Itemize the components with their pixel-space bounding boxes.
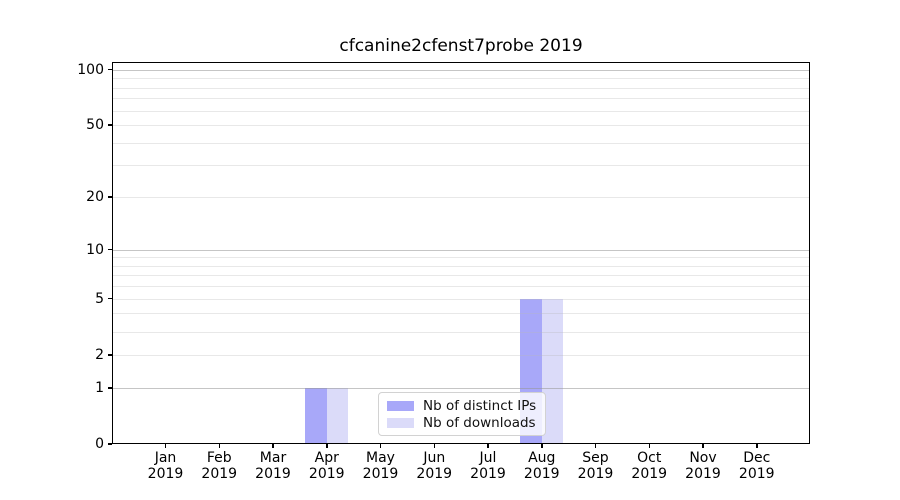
gridline-minor-3 xyxy=(112,331,810,333)
gridline-minor-70 xyxy=(112,98,810,100)
x-tick-mark-nov xyxy=(702,444,704,448)
y-axis-tick-label-50: 50 xyxy=(86,117,104,134)
x-axis-tick-label-sep: Sep 2019 xyxy=(577,450,614,482)
y-tick-mark-1 xyxy=(108,387,112,389)
y-tick-mark-50 xyxy=(108,124,112,126)
gridline-minor-50 xyxy=(112,125,810,127)
x-axis-tick-label-dec: Dec 2019 xyxy=(738,450,775,482)
grid-layer xyxy=(112,62,810,444)
gridline-minor-20 xyxy=(112,197,810,199)
gridline-minor-8 xyxy=(112,265,810,267)
y-tick-mark-0 xyxy=(108,443,112,445)
gridline-minor-2 xyxy=(112,354,810,356)
x-axis-tick-label-aug: Aug 2019 xyxy=(523,450,560,482)
gridline-minor-6 xyxy=(112,286,810,288)
legend-label-distinct-ips: Nb of distinct IPs xyxy=(423,397,537,414)
y-tick-mark-100 xyxy=(108,68,112,71)
y-axis-tick-label-100: 100 xyxy=(77,61,104,78)
x-axis-tick-label-jan: Jan 2019 xyxy=(147,450,184,482)
x-axis-tick-label-oct: Oct 2019 xyxy=(631,450,668,482)
x-tick-mark-apr xyxy=(326,444,328,448)
x-axis-tick-label-nov: Nov 2019 xyxy=(685,450,721,482)
gridline-minor-5 xyxy=(112,298,810,300)
x-tick-mark-dec xyxy=(756,444,758,448)
x-tick-mark-sep xyxy=(594,444,597,448)
x-tick-mark-aug xyxy=(541,444,543,448)
x-axis-tick-label-jun: Jun 2019 xyxy=(416,450,453,482)
y-axis-tick-label-2: 2 xyxy=(95,346,104,363)
gridline-minor-4 xyxy=(112,313,810,315)
legend: Nb of distinct IPs Nb of downloads xyxy=(378,392,546,436)
gridline-major-10 xyxy=(112,249,810,251)
y-axis-tick-label-0: 0 xyxy=(95,436,104,452)
x-tick-mark-jan xyxy=(164,444,167,448)
x-tick-mark-feb xyxy=(218,444,220,448)
gridline-minor-9 xyxy=(112,257,810,259)
gridline-minor-40 xyxy=(112,142,810,144)
gridline-minor-80 xyxy=(112,87,810,89)
x-axis-tick-label-feb: Feb 2019 xyxy=(201,450,238,482)
x-axis-tick-label-may: May 2019 xyxy=(362,450,399,482)
x-tick-mark-oct xyxy=(648,444,650,448)
x-tick-mark-mar xyxy=(272,444,274,448)
y-axis-tick-label-20: 20 xyxy=(86,189,104,206)
legend-item-distinct-ips: Nb of distinct IPs xyxy=(387,398,537,414)
gridline-major-1 xyxy=(112,387,810,389)
y-tick-mark-2 xyxy=(108,354,112,356)
legend-swatch-distinct-ips xyxy=(387,400,414,411)
legend-label-downloads: Nb of downloads xyxy=(423,414,536,431)
gridline-minor-7 xyxy=(112,275,810,277)
bar-downloads-apr xyxy=(326,387,349,444)
y-axis-tick-label-1: 1 xyxy=(95,379,104,396)
y-tick-mark-20 xyxy=(108,196,112,198)
bar-downloads-aug xyxy=(541,298,564,444)
x-tick-mark-jun xyxy=(433,444,435,448)
gridline-minor-30 xyxy=(112,165,810,167)
gridline-minor-60 xyxy=(112,110,810,112)
y-tick-mark-10 xyxy=(108,248,112,251)
y-axis-tick-label-10: 10 xyxy=(86,241,104,258)
x-axis-tick-label-mar: Mar 2019 xyxy=(255,450,291,482)
x-axis-tick-label-jul: Jul 2019 xyxy=(470,450,506,482)
chart-title: cfcanine2cfenst7probe 2019 xyxy=(339,36,583,56)
x-axis-tick-label-apr: Apr 2019 xyxy=(308,450,345,482)
x-tick-mark-jul xyxy=(487,444,489,448)
gridline-minor-90 xyxy=(112,78,810,80)
y-tick-mark-5 xyxy=(108,297,112,300)
legend-swatch-downloads xyxy=(387,417,414,428)
gridline-major-100 xyxy=(112,69,810,71)
plot-area xyxy=(112,62,810,444)
x-tick-mark-may xyxy=(379,444,382,448)
legend-item-downloads: Nb of downloads xyxy=(387,415,537,431)
bar-distinct-ips-apr xyxy=(305,387,327,444)
y-axis-tick-label-5: 5 xyxy=(95,290,104,307)
